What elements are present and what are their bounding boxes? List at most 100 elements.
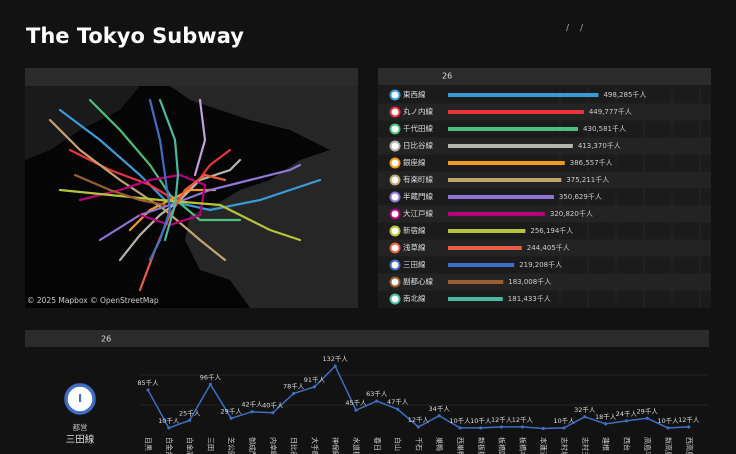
- x-tick-label: 千石: [414, 437, 423, 451]
- line-name: 三田線: [403, 259, 426, 269]
- point: [208, 382, 212, 386]
- line-icon: [389, 174, 401, 186]
- line-icon: [389, 208, 401, 220]
- point-value-label: 63千人: [366, 389, 388, 398]
- bar: [448, 110, 584, 114]
- bar-value-label: 449,777千人: [589, 107, 632, 116]
- x-tick-label: 新高島平: [664, 437, 673, 454]
- point: [167, 426, 171, 430]
- line-icon: [389, 293, 401, 305]
- bar-value-label: 219,208千人: [519, 260, 562, 269]
- line-icon: [389, 259, 401, 271]
- point: [188, 418, 192, 422]
- line-icon: [389, 140, 401, 152]
- point: [229, 416, 233, 420]
- x-tick-label: 西巣鴨: [456, 437, 465, 454]
- point-value-label: 18千人: [595, 412, 617, 421]
- bar: [448, 161, 565, 165]
- bar-value-label: 256,194千人: [530, 226, 573, 235]
- bar: [448, 280, 504, 284]
- point: [520, 425, 525, 429]
- x-tick-label: 三田: [206, 437, 214, 451]
- bar-value-label: 320,820千人: [550, 209, 593, 218]
- line-name: 半蔵門線: [403, 191, 433, 201]
- point-value-label: 12千人: [491, 415, 513, 424]
- line-name: 丸ノ内線: [403, 106, 433, 116]
- point: [500, 425, 504, 429]
- bar-value-label: 413,370千人: [578, 141, 621, 150]
- x-tick-label: 日比谷: [290, 437, 299, 454]
- x-tick-label: 内幸町: [269, 437, 278, 454]
- x-tick-label: 春日: [373, 437, 382, 451]
- x-tick-label: 神保町: [331, 437, 340, 454]
- map[interactable]: © 2025 Mapbox © OpenStreetMap: [25, 86, 358, 308]
- bar-value-label: 183,008千人: [508, 277, 551, 286]
- x-tick-label: 白金高輪: [186, 437, 195, 454]
- line-symbol: I: [78, 392, 82, 405]
- x-tick-label: 志村坂上: [560, 437, 569, 454]
- point-value-label: 45千人: [345, 398, 367, 407]
- line-icon: [389, 89, 401, 101]
- point-value-label: 42千人: [241, 400, 263, 409]
- point: [375, 399, 379, 403]
- line-operator: 都営: [73, 422, 88, 432]
- point: [354, 408, 358, 412]
- point-value-label: 96千人: [200, 372, 222, 381]
- row-bg: [378, 239, 711, 257]
- x-tick-label: 目黒: [144, 437, 152, 451]
- line-header: [25, 330, 709, 347]
- x-tick-label: 板橋区役所前: [498, 437, 507, 454]
- bar: [448, 93, 599, 97]
- point: [437, 414, 441, 418]
- point-value-label: 24千人: [616, 409, 638, 418]
- point: [312, 385, 316, 389]
- point-value-label: 78千人: [283, 381, 305, 390]
- point-value-label: 32千人: [574, 405, 596, 414]
- bar: [448, 229, 526, 233]
- line-name: 日比谷線: [403, 140, 433, 150]
- bar-value-label: 181,433千人: [508, 294, 551, 303]
- point-value-label: 10千人: [470, 416, 492, 425]
- point-value-label: 91千人: [304, 375, 326, 384]
- line-name: 三田線: [66, 434, 95, 446]
- bar-value-label: 375,211千人: [566, 175, 609, 184]
- x-tick-label: 巣鴨: [435, 437, 444, 451]
- point: [271, 411, 275, 415]
- bar-chart-title: 26: [442, 72, 452, 81]
- map-attribution[interactable]: © 2025 Mapbox © OpenStreetMap: [27, 296, 159, 305]
- line-name: 銀座線: [403, 157, 426, 167]
- point: [624, 419, 629, 423]
- row-bg: [378, 273, 711, 291]
- bar: [448, 144, 573, 148]
- bar: [448, 178, 562, 182]
- point: [604, 422, 608, 426]
- bar-value-label: 498,285千人: [603, 90, 646, 99]
- point-value-label: 132千人: [322, 354, 348, 363]
- point-value-label: 12千人: [512, 415, 534, 424]
- bar: [448, 195, 554, 199]
- bar: [448, 263, 515, 267]
- line-icon: [389, 276, 401, 288]
- point-value-label: 40千人: [262, 401, 284, 410]
- point-value-label: 47千人: [387, 397, 409, 406]
- line-icon: [389, 106, 401, 118]
- line-name: 千代田線: [403, 123, 433, 133]
- point-value-label: 12千人: [408, 415, 430, 424]
- x-tick-label: 蓮根: [602, 437, 611, 451]
- point: [416, 425, 420, 429]
- line-name: 東西線: [403, 89, 426, 99]
- line-name: 有楽町線: [403, 174, 433, 184]
- line-name: 大江戸線: [403, 208, 433, 218]
- subway-lines: [48, 98, 322, 292]
- line-name: 新宿線: [403, 225, 426, 235]
- point-value-label: 85千人: [137, 378, 159, 387]
- bar: [448, 212, 545, 216]
- bar-value-label: 350,629千人: [559, 192, 602, 201]
- point: [541, 426, 545, 431]
- x-tick-label: 芝公園: [227, 437, 236, 454]
- point: [292, 391, 296, 396]
- x-tick-label: 志村三丁目: [581, 437, 590, 454]
- point: [687, 425, 691, 429]
